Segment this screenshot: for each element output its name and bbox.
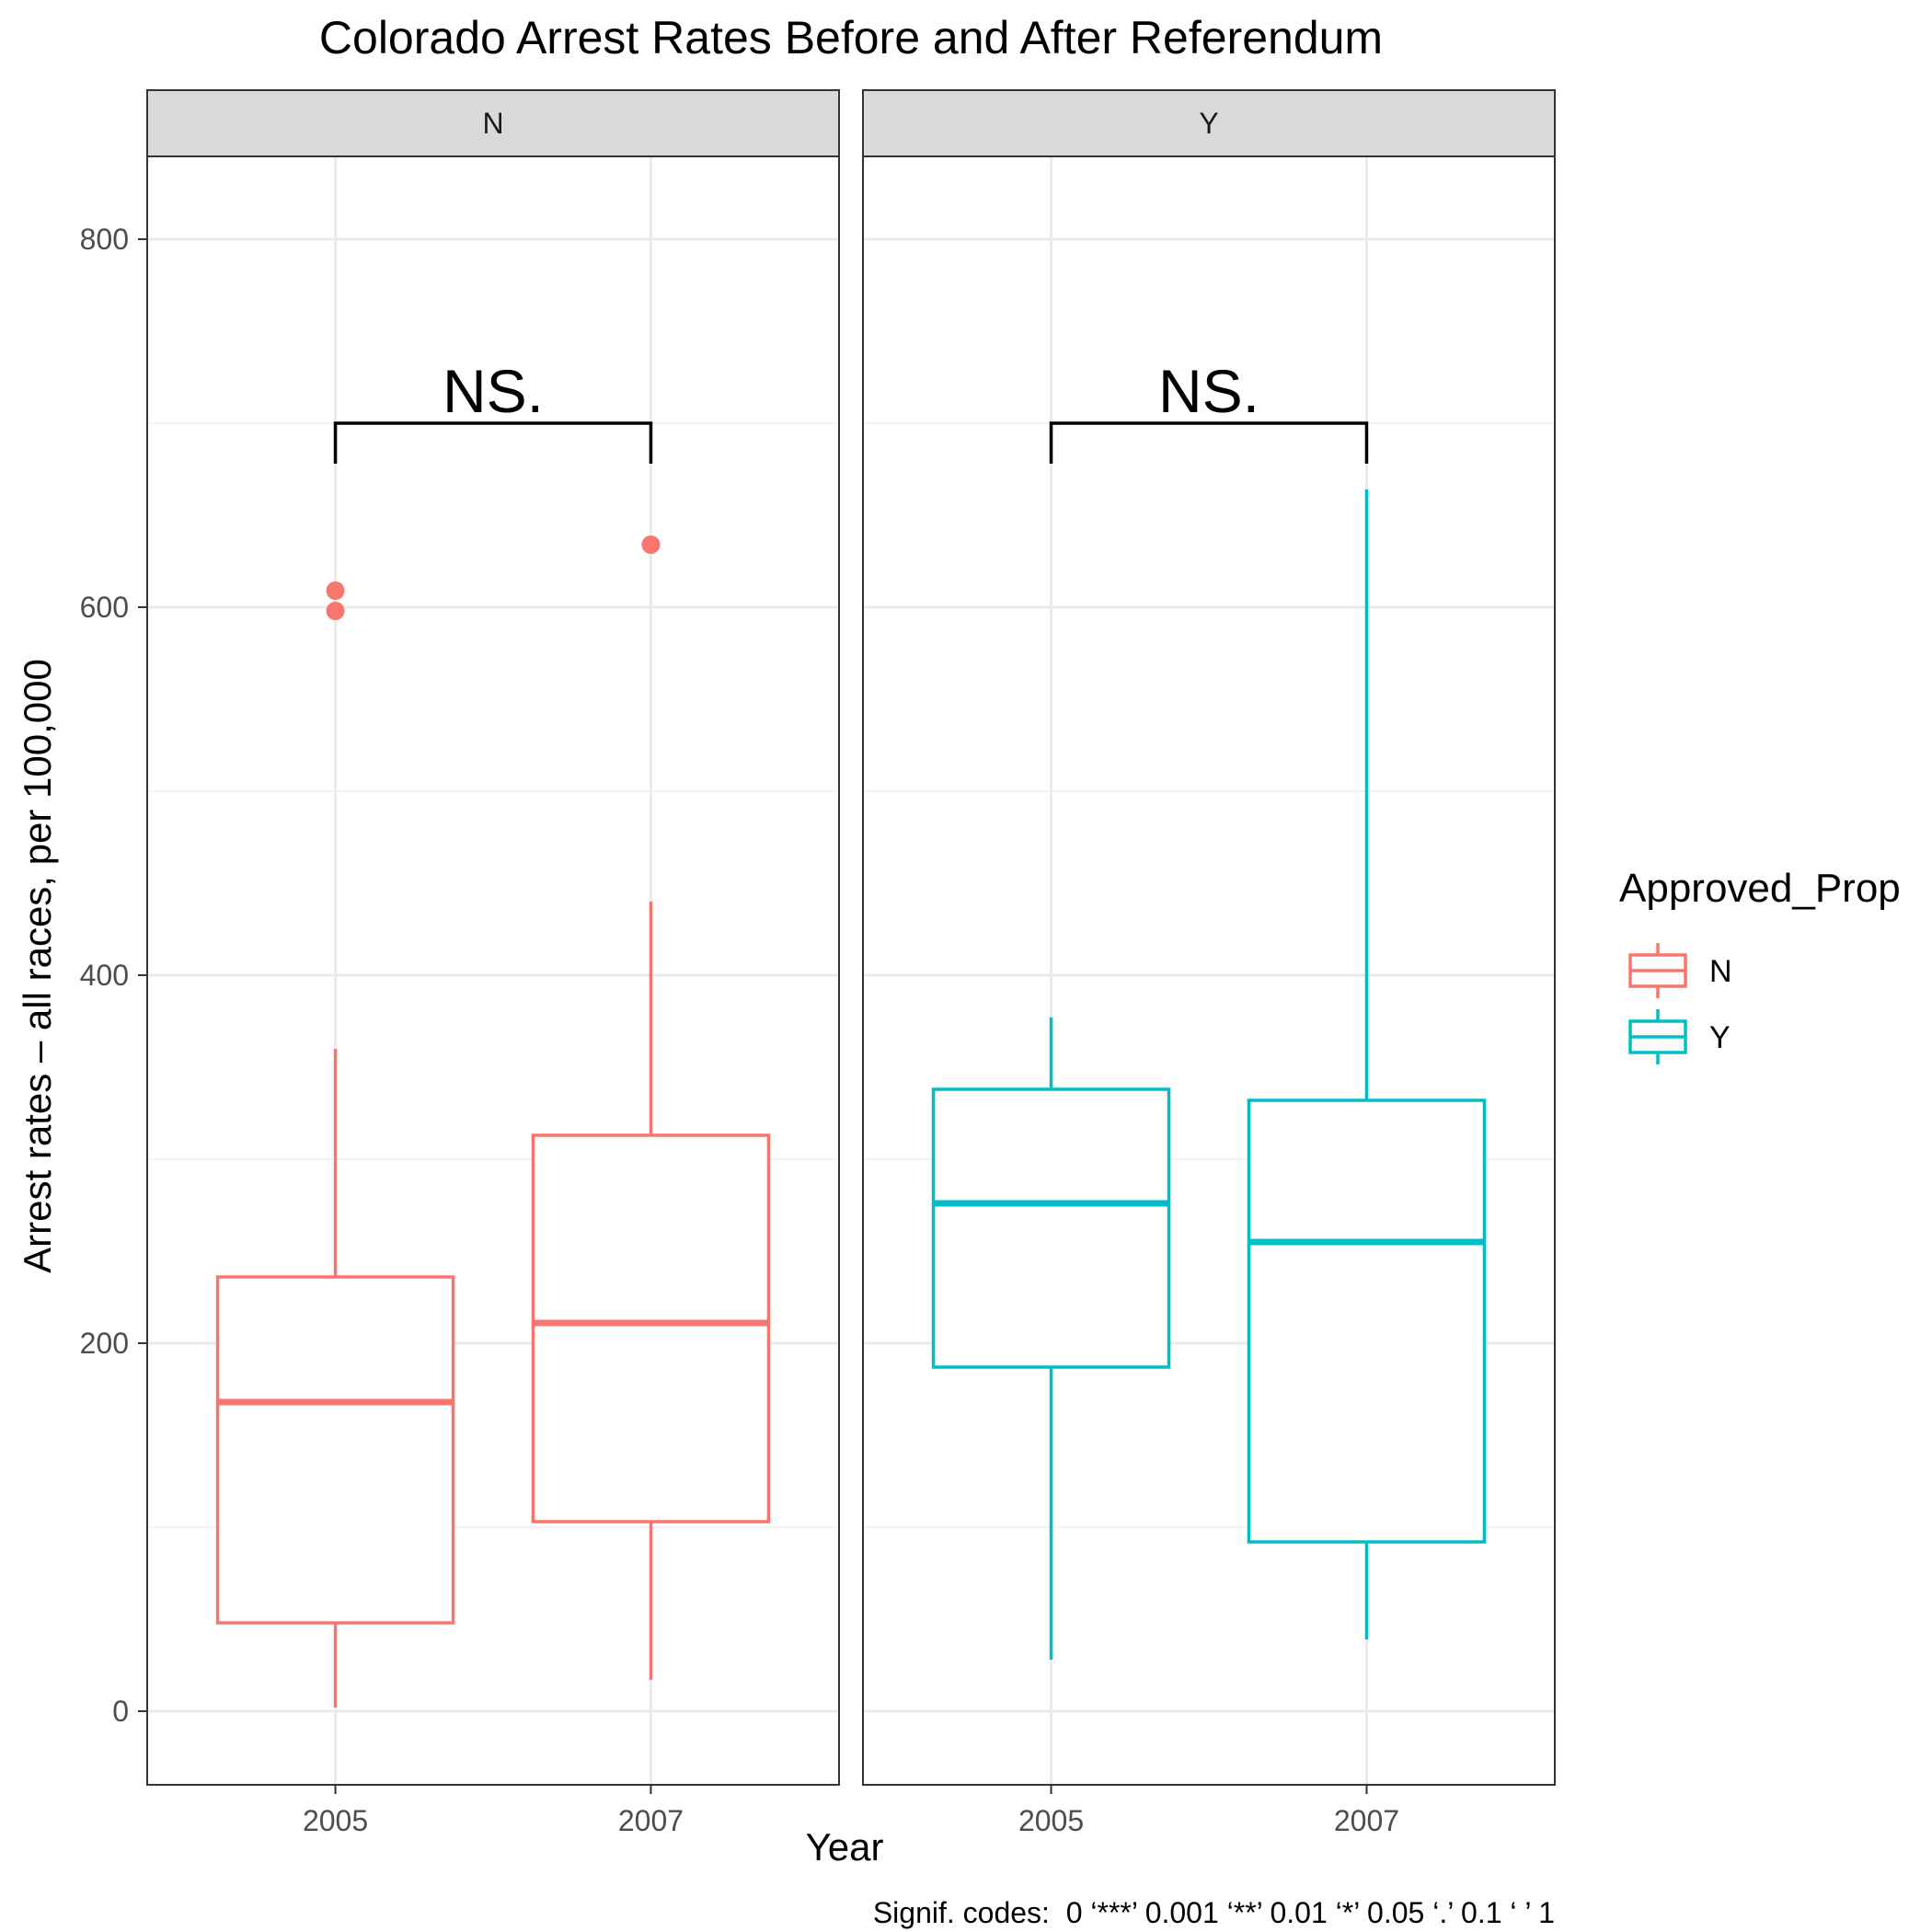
legend-key-n: N — [1628, 943, 1732, 998]
legend-title: Approved_Prop — [1619, 866, 1901, 911]
y-tick-label: 800 — [80, 223, 129, 256]
outlier-point — [641, 535, 661, 554]
box — [531, 1133, 771, 1524]
facet-strip-label: Y — [1199, 107, 1218, 140]
chart-title: Colorado Arrest Rates Before and After R… — [319, 12, 1383, 63]
x-tick-label: 2007 — [618, 1804, 684, 1837]
boxplot-2007 — [531, 535, 771, 1680]
facet-strip — [146, 89, 840, 157]
box — [215, 1275, 455, 1625]
significance-bracket — [333, 421, 653, 464]
outlier-point — [326, 602, 345, 620]
panel-border — [146, 155, 840, 1786]
facet-panel-y: Y NS. 2005 2007 — [862, 89, 1556, 1837]
facet-panel-n: N NS. 2005 2007 — [146, 89, 840, 1837]
significance-label: NS. — [443, 357, 544, 425]
legend-key-y: Y — [1628, 1009, 1731, 1064]
y-tick-label: 0 — [112, 1695, 129, 1728]
boxplot-2007 — [1247, 489, 1487, 1639]
box — [1247, 1098, 1487, 1544]
x-tick-label: 2005 — [1018, 1804, 1084, 1837]
boxplot-2005 — [931, 1018, 1171, 1660]
legend: Approved_Prop NY — [1619, 866, 1901, 1064]
box — [931, 1087, 1171, 1369]
facet-strip-label: N — [482, 107, 503, 140]
x-axis-label: Year — [806, 1825, 884, 1869]
x-tick-label: 2005 — [303, 1804, 368, 1837]
facet-strip — [862, 89, 1556, 157]
boxplot-2005 — [215, 581, 455, 1708]
significance-bracket — [1049, 421, 1369, 464]
panel-border — [862, 155, 1556, 1786]
legend-label: Y — [1709, 1020, 1731, 1055]
signif-caption: Signif. codes: 0 ‘***’ 0.001 ‘**’ 0.01 ‘… — [873, 1896, 1555, 1929]
significance-label: NS. — [1158, 357, 1259, 425]
outlier-point — [326, 581, 345, 600]
legend-label: N — [1709, 954, 1732, 989]
y-tick-label: 600 — [80, 591, 129, 624]
x-tick-label: 2007 — [1334, 1804, 1399, 1837]
y-tick-label: 200 — [80, 1327, 129, 1360]
y-tick-label: 400 — [80, 959, 129, 992]
y-axis-label: Arrest rates – all races, per 100,000 — [16, 659, 59, 1273]
